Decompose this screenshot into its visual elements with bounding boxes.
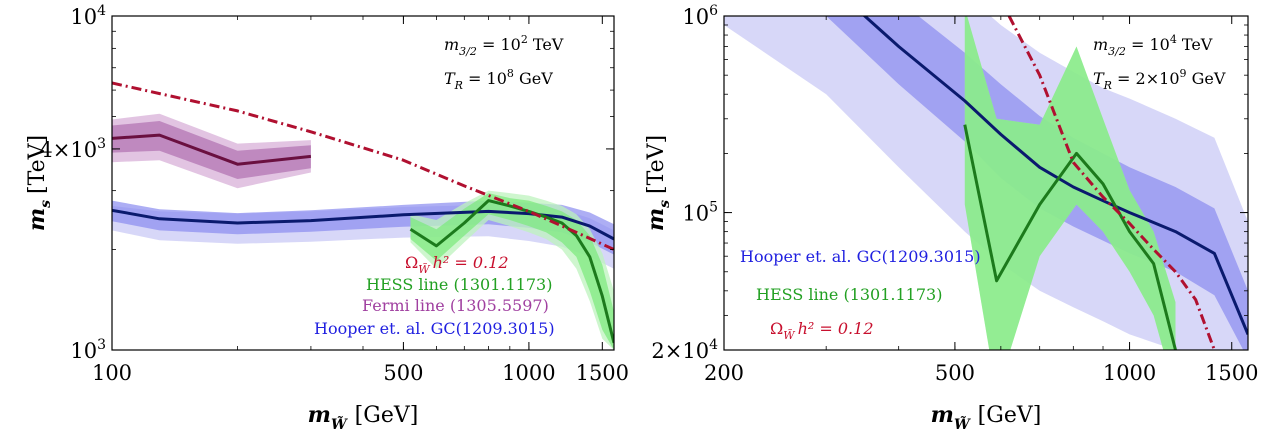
panel0-y-tick-exp: 3: [97, 337, 106, 353]
panel0-param-annotation: TR = 108 GeV: [444, 67, 553, 92]
panel0-y-axis-label: ms[TeV]: [24, 135, 54, 231]
panel1-legend-entry: Hooper et. al. GC(1209.3015): [740, 247, 981, 266]
panel1-y-tick-base: 10: [682, 5, 709, 29]
panel0-y-tick-label: 104: [70, 3, 106, 29]
panel0-plot-area: [112, 81, 614, 350]
panel0-y-tick-exp: 3: [97, 136, 106, 152]
panel0-y-tick-exp: 4: [97, 3, 106, 19]
panel1-hess-line: [963, 124, 1177, 350]
panel1-y-tick-exp: 6: [709, 3, 718, 19]
panel1-hess-band-inner: [964, 16, 1176, 350]
panel0-legend-entry: ΩW̃ h² = 0.12: [405, 253, 509, 276]
panel0-legend-entry: Hooper et. al. GC(1209.3015): [314, 319, 555, 338]
panel0-y-tick-label: 4×103: [39, 136, 106, 162]
panel0-x-tick-label: 1500: [576, 361, 629, 385]
panel1-param-annotation: TR = 2×109 GeV: [1093, 67, 1226, 92]
panel0-param-annotation: m3/2 = 102 TeV: [444, 33, 564, 58]
panel1-x-tick-label: 200: [704, 361, 744, 385]
panel1-y-tick-base: 10: [682, 202, 709, 226]
panel1-frame: [723, 15, 1249, 351]
panel0-y-tick-base: 4×10: [39, 138, 97, 162]
panel0-hooper-line: [112, 208, 614, 241]
panel1-y-tick-exp: 4: [709, 337, 718, 353]
panel1-x-tick-label: 1000: [1103, 361, 1156, 385]
panel0-y-tick-base: 10: [70, 5, 97, 29]
panel0-x-tick-label: 100: [92, 361, 132, 385]
panel1-y-tick-label: 2×104: [651, 337, 718, 363]
panel0-x-tick-label: 1000: [502, 361, 555, 385]
panel0-y-tick-base: 10: [70, 339, 97, 363]
panel1-y-tick-exp: 5: [709, 200, 718, 216]
panel0-relic-line: [112, 81, 614, 251]
panel0-x-tick-label: 500: [383, 361, 423, 385]
panel0-legend-entry: Fermi line (1305.5597): [362, 296, 549, 315]
panel1-param-annotation: m3/2 = 104 TeV: [1093, 33, 1213, 58]
panel0-y-tick-label: 103: [70, 337, 106, 363]
panel1-legend-entry: ΩW̃ h² = 0.12: [770, 319, 874, 342]
panel0-fermi-line: [112, 133, 312, 166]
panel1-y-tick-label: 105: [682, 200, 718, 226]
panel0-legend-entry: HESS line (1301.1173): [366, 275, 552, 294]
panel1-plot-area: [724, 16, 1248, 350]
panel1-relic-line: [1007, 16, 1216, 350]
panel1-x-tick-label: 500: [935, 361, 975, 385]
panel1-hooper-line: [862, 16, 1248, 335]
panel0-x-axis-label: mW̃ [GeV]: [308, 402, 419, 433]
panel1-legend-entry: HESS line (1301.1173): [756, 285, 942, 304]
panel1-y-axis-label: ms[TeV]: [643, 135, 673, 231]
panel1-x-axis-label: mW̃ [GeV]: [931, 402, 1042, 433]
panel1-x-tick-label: 1500: [1205, 361, 1258, 385]
panel0-hess-band-inner: [410, 193, 614, 350]
panel1-y-tick-base: 2×10: [651, 339, 709, 363]
panel1-y-tick-label: 106: [682, 3, 718, 29]
